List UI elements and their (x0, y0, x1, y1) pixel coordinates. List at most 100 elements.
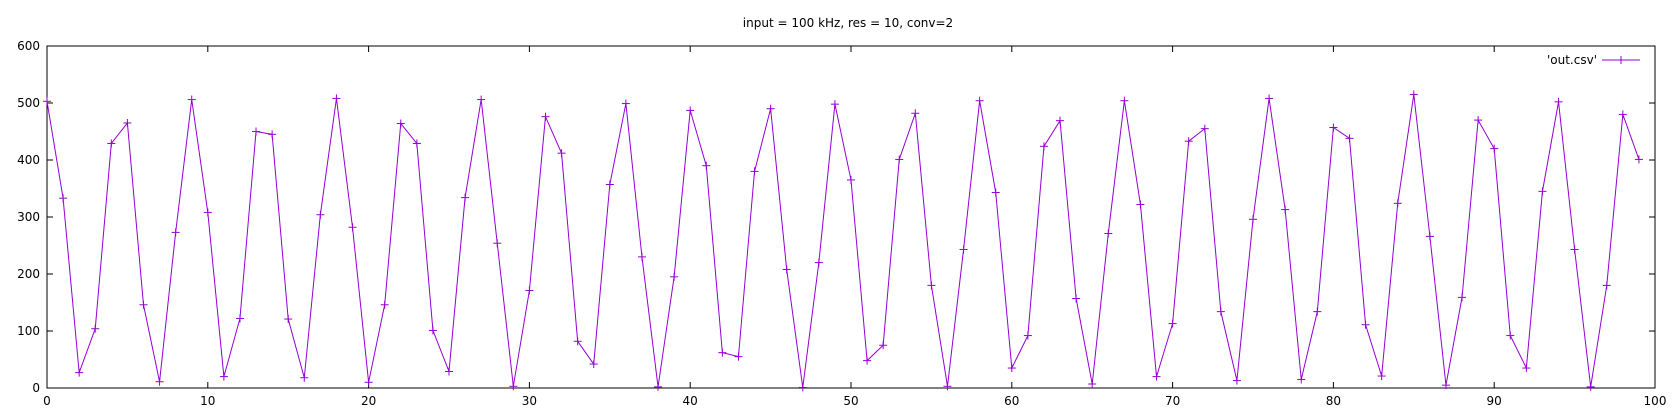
data-point-marker (477, 95, 486, 104)
chart-title: input = 100 kHz, res = 10, conv=2 (743, 16, 953, 30)
data-point-marker (1345, 134, 1354, 143)
data-point-marker (911, 109, 920, 118)
data-point-marker (155, 377, 164, 386)
y-tick-label: 300 (17, 210, 40, 224)
series-line (46, 94, 1640, 388)
data-point-marker (573, 337, 582, 346)
data-point-marker (1056, 116, 1065, 125)
x-tick-label: 0 (43, 394, 51, 408)
data-point-marker (1216, 307, 1225, 316)
data-point-marker (461, 193, 470, 202)
data-point-marker (1120, 96, 1129, 105)
legend-label: 'out.csv' (1547, 53, 1597, 67)
data-point-marker (750, 167, 759, 176)
data-point-marker (1425, 232, 1434, 241)
x-tick-label: 10 (200, 394, 215, 408)
data-point-marker (1088, 380, 1097, 389)
data-point-marker (605, 180, 614, 189)
data-point-marker (1377, 372, 1386, 381)
data-point-marker (380, 300, 389, 309)
data-point-marker (814, 258, 823, 267)
x-tick-label: 40 (683, 394, 698, 408)
data-point-marker (268, 130, 277, 139)
data-point-marker (1313, 307, 1322, 316)
data-point-marker (1007, 364, 1016, 373)
data-point-marker (1393, 199, 1402, 208)
data-point-marker (252, 127, 261, 136)
legend-marker-sample (1617, 56, 1625, 64)
data-point-marker (927, 281, 936, 290)
x-tick-label: 80 (1326, 394, 1341, 408)
data-point-marker (187, 95, 196, 104)
data-point-marker (798, 383, 807, 392)
x-tick-label: 50 (843, 394, 858, 408)
data-point-marker (702, 161, 711, 170)
data-point-marker (412, 139, 421, 148)
x-tick-label: 100 (1644, 394, 1667, 408)
data-point-marker (1361, 320, 1370, 329)
x-tick-label: 20 (361, 394, 376, 408)
data-point-marker (557, 149, 566, 158)
y-tick-label: 500 (17, 96, 40, 110)
data-point-marker (1168, 319, 1177, 328)
data-point-marker (364, 378, 373, 387)
data-point-marker (541, 112, 550, 121)
data-point-marker (1184, 137, 1193, 146)
data-point-marker (107, 139, 116, 148)
data-point-marker (1409, 90, 1418, 99)
data-point-marker (316, 210, 325, 219)
data-point-marker (1104, 229, 1113, 238)
data-point-marker (654, 382, 663, 391)
data-point-marker (1136, 200, 1145, 209)
data-point-marker (396, 119, 405, 128)
data-point-marker (766, 104, 775, 113)
data-point-marker (1200, 124, 1209, 133)
data-point-marker (1458, 293, 1467, 302)
data-point-marker (879, 341, 888, 350)
data-point-marker (445, 367, 453, 376)
data-point-marker (621, 99, 630, 108)
data-point-marker (1522, 364, 1531, 373)
data-point-marker (1249, 215, 1257, 224)
data-point-marker (1554, 97, 1563, 106)
data-point-marker (75, 368, 84, 377)
y-tick-label: 600 (17, 39, 40, 53)
x-tick-label: 30 (522, 394, 537, 408)
series-layer (43, 90, 1643, 392)
data-point-marker (830, 100, 839, 109)
data-point-marker (863, 356, 872, 365)
data-point-marker (428, 326, 437, 335)
data-point-marker (895, 155, 904, 164)
data-point-marker (139, 300, 148, 309)
data-point-marker (1441, 381, 1450, 390)
data-point-marker (219, 372, 228, 381)
data-point-marker (1072, 294, 1081, 303)
data-point-marker (847, 175, 855, 184)
data-point-marker (1152, 372, 1161, 381)
data-point-marker (1490, 144, 1499, 153)
y-tick-label: 100 (17, 324, 40, 338)
data-point-marker (975, 96, 984, 105)
data-point-marker (1618, 110, 1627, 119)
data-point-marker (235, 314, 244, 323)
data-point-marker (734, 352, 743, 361)
data-point-marker (203, 208, 212, 217)
data-point-marker (1586, 382, 1595, 391)
data-point-marker (1023, 331, 1032, 340)
data-point-marker (1232, 376, 1241, 385)
data-point-marker (1281, 205, 1290, 214)
data-point-marker (300, 373, 309, 382)
data-point-marker (637, 252, 646, 261)
x-tick-label: 60 (1004, 394, 1019, 408)
data-point-marker (123, 118, 132, 127)
data-point-marker (1297, 375, 1306, 384)
data-point-marker (1538, 187, 1547, 196)
ticks: 0 10 20 30 40 50 60 70 80 90 100 0 100 200 300 400 500 60… (17, 39, 1666, 408)
data-point-marker (1634, 155, 1643, 164)
data-point-marker (782, 265, 791, 274)
legend: 'out.csv' (1547, 53, 1640, 67)
data-point-marker (43, 97, 51, 106)
data-point-marker (718, 348, 727, 357)
data-point-marker (59, 194, 68, 203)
